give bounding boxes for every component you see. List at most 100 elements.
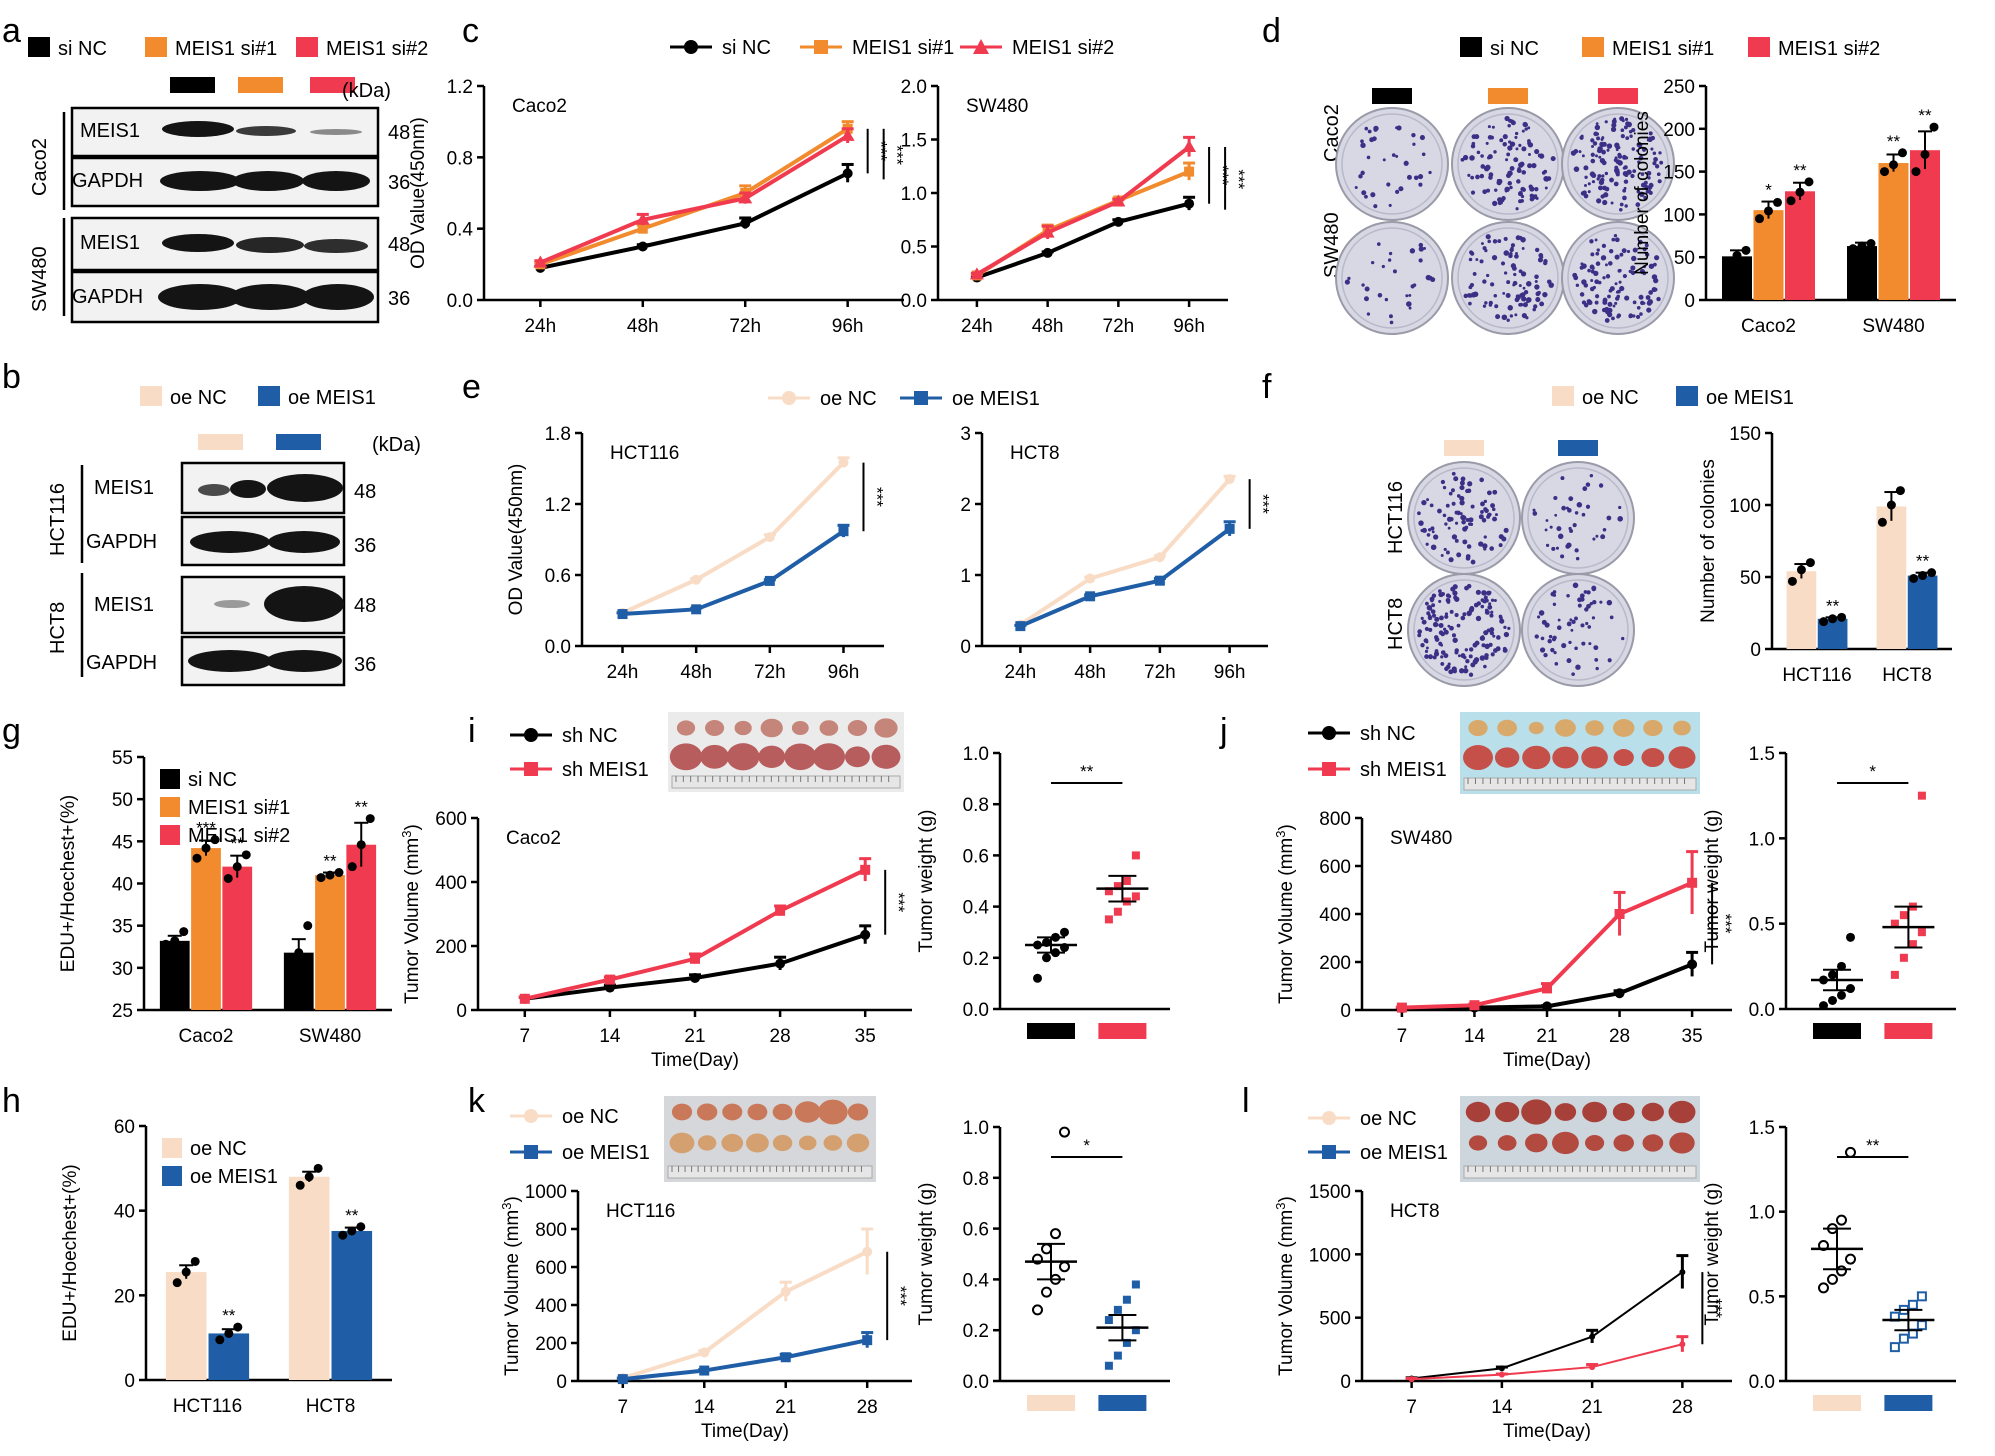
colony — [1454, 648, 1459, 653]
colony — [1465, 518, 1470, 522]
colony — [1611, 122, 1617, 128]
colony — [1363, 296, 1369, 302]
colony — [1568, 496, 1574, 502]
colony — [1405, 294, 1409, 298]
colony — [1418, 520, 1424, 526]
colony — [1434, 623, 1439, 627]
scatter-group-2 — [1882, 1291, 1935, 1353]
y-tick-label: 45 — [112, 832, 133, 853]
colony — [1643, 195, 1647, 200]
colony — [1619, 208, 1623, 212]
tumor — [1642, 1134, 1664, 1152]
legend-c: si NC MEIS1 si#1 MEIS1 si#2 — [670, 37, 1114, 59]
colony — [1535, 291, 1541, 297]
colony — [1632, 247, 1638, 253]
colony — [1597, 174, 1602, 179]
colony — [1604, 318, 1610, 323]
superscript: 3 — [1273, 830, 1288, 837]
colony — [1500, 261, 1506, 266]
group-marker — [1098, 1395, 1147, 1411]
tumor — [758, 745, 786, 769]
replicate-dot — [161, 939, 171, 949]
chart-c1: 0.0 0.4 0.8 1.2 OD Value(450nm) Caco2 24h 48h 72… — [408, 77, 907, 337]
colony — [1489, 613, 1494, 618]
colony — [1625, 136, 1630, 140]
colony — [1456, 494, 1461, 498]
colony — [1487, 125, 1491, 129]
colony — [1489, 282, 1495, 287]
replicate-dot — [365, 814, 375, 824]
plate-rim — [1457, 113, 1559, 215]
colony — [1599, 177, 1605, 183]
panel-letter-i: i — [468, 712, 476, 750]
colony — [1571, 619, 1576, 625]
colony — [1617, 154, 1623, 159]
tumor — [1552, 746, 1579, 769]
colony — [1588, 642, 1592, 646]
colony — [1552, 635, 1557, 640]
colony — [1442, 485, 1447, 490]
colony — [1440, 655, 1444, 659]
y-tick-label: 400 — [535, 1296, 567, 1317]
colony — [1344, 279, 1350, 285]
colony — [1521, 187, 1526, 192]
colony — [1522, 286, 1526, 290]
colony — [1537, 615, 1541, 619]
colony — [1602, 300, 1608, 305]
colony — [1514, 135, 1518, 139]
x-tick-label: 96h — [1173, 316, 1205, 337]
x-tick-label: 28 — [1672, 1397, 1693, 1418]
series-sh-meis1 — [1395, 850, 1699, 1013]
svg-text:oe MEIS1: oe MEIS1 — [1706, 387, 1794, 409]
chart-j2: 0.0 0.5 1.0 1.5 Tumor weight (g) * — [1702, 744, 1956, 1039]
data-point — [780, 1352, 791, 1363]
panel-letter-b: b — [2, 358, 21, 396]
colony — [1459, 485, 1465, 491]
unit-close: ) — [1276, 824, 1297, 830]
data-point — [1917, 928, 1926, 937]
colony — [1576, 502, 1583, 508]
replicate-dot — [1911, 167, 1921, 177]
y-tick-label: 100 — [1663, 205, 1695, 226]
colony — [1491, 125, 1495, 129]
significance-stars: ** — [1916, 552, 1930, 571]
colony — [1469, 250, 1474, 255]
colony — [1644, 243, 1649, 248]
y-tick-label: 0.8 — [963, 795, 989, 816]
data-point — [1687, 877, 1698, 888]
colony — [1592, 308, 1598, 315]
colony — [1451, 501, 1456, 506]
data-point — [1818, 1282, 1829, 1294]
colony — [1395, 126, 1399, 130]
colony — [1590, 252, 1595, 257]
y-tick-label: 1000 — [525, 1182, 567, 1203]
y-tick-label: 200 — [1319, 953, 1351, 974]
colony — [1432, 655, 1437, 660]
y-tick-label: 30 — [112, 959, 133, 980]
colony — [1521, 296, 1527, 302]
colony — [1366, 312, 1371, 316]
y-tick-label: 1.8 — [545, 424, 571, 445]
colony — [1420, 616, 1424, 620]
colony — [1592, 537, 1596, 541]
data-point — [1131, 1326, 1140, 1335]
data-point — [691, 574, 702, 585]
colony — [1510, 243, 1516, 248]
svg-text:sh MEIS1: sh MEIS1 — [562, 759, 649, 781]
colony — [1480, 164, 1486, 169]
colony — [1499, 138, 1504, 143]
colony — [1652, 161, 1657, 166]
significance-stars: *** — [1716, 914, 1735, 934]
replicate-dot — [1837, 612, 1847, 622]
colony — [1391, 153, 1396, 157]
tumor — [1613, 1134, 1634, 1152]
series-si-nc — [970, 195, 1196, 283]
tumor — [1497, 1135, 1517, 1151]
data-point — [1589, 1333, 1596, 1340]
tumor — [847, 719, 868, 737]
colony — [1631, 128, 1636, 133]
colony — [1534, 187, 1539, 192]
x-axis-label: Time(Day) — [651, 1050, 739, 1071]
colony — [1459, 512, 1463, 516]
y-tick-label: 150 — [1663, 163, 1695, 184]
